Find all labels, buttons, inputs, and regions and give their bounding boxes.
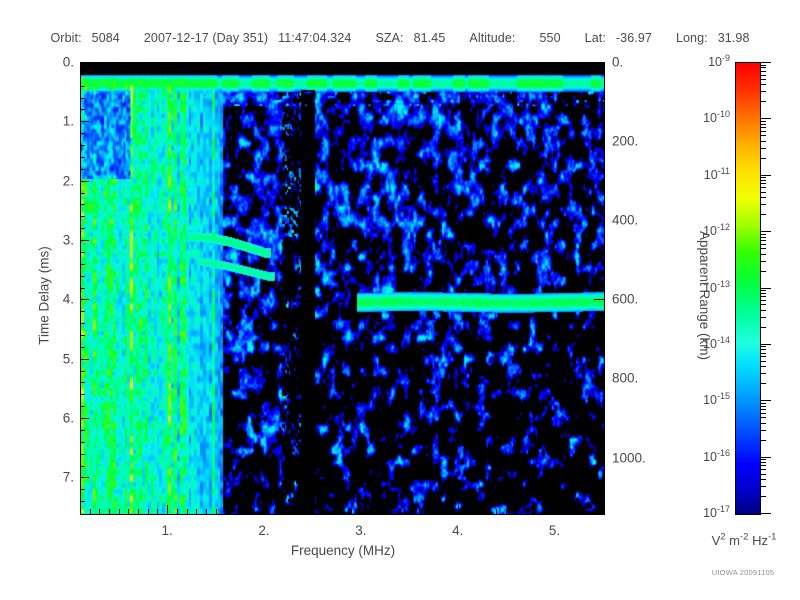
colorbar-tick-label: 10-9 [678,52,730,69]
longitude-label: Long: [675,31,708,45]
apparent-range-tick-label: 600. [612,291,639,307]
time-delay-tick-label: 7. [62,469,74,485]
frequency-tick-label: 5. [548,523,561,538]
orbit-label: Orbit: [50,31,82,45]
colorbar-major-tick [760,231,771,232]
time-delay-tick-label: 1. [62,113,74,129]
apparent-range-tick-label: 1000. [612,450,646,466]
colorbar-unit-label: V2 m-2 Hz-1 [688,531,800,548]
colorbar-label-exponent: -14 [716,334,730,345]
frequency-tick-label: 3. [355,523,367,538]
colorbar-tick-label: 10-17 [678,503,730,520]
unit-hz-exponent: -1 [767,531,777,543]
unit-m: m [725,533,740,548]
unit-m-exponent: -2 [740,531,749,543]
colorbar-label-exponent: -15 [716,391,730,402]
colorbar-major-tick [760,62,771,63]
colorbar-major-tick [760,118,771,119]
colorbar-label-exponent: -17 [716,503,730,514]
time-delay-axis-title: Time Delay (ms) [36,246,52,345]
apparent-range-tick-label: 400. [612,212,639,228]
colorbar-tick-label: 10-15 [678,391,730,408]
colorbar-label-mantissa: 10 [703,167,718,182]
colorbar-label-exponent: -9 [721,52,730,63]
frequency-axis-title: Frequency (MHz) [290,543,396,558]
colorbar-major-tick [760,513,771,514]
colorbar-major-tick [760,457,771,458]
colorbar-tick-label: 10-16 [678,447,730,464]
colorbar-label-mantissa: 10 [703,393,717,408]
header-info-line: Orbit: 5084 2007-12-17 (Day 351) 11:47:04.3… [0,31,800,45]
unit-v-exponent: 2 [720,531,726,543]
apparent-range-tick-label: 0. [612,54,624,70]
colorbar-label-exponent: -13 [716,278,730,289]
altitude-label: Altitude: [469,31,516,45]
colorbar-label-mantissa: 10 [703,111,717,126]
colorbar-label-mantissa: 10 [703,506,717,520]
altitude-value: 550 [539,31,561,45]
latitude-value: -36.97 [615,31,652,45]
observation-time: 11:47:04.324 [278,31,352,45]
radargram-plot-area [80,62,605,515]
apparent-range-axis-title: Apparent Range (km) [697,230,712,361]
colorbar-gradient [736,63,760,514]
apparent-range-tick-label: 200. [612,133,639,149]
observation-date: 2007-12-17 (Day 351) [143,31,269,45]
institution-credit: UIOWA 20091105 [711,568,775,577]
colorbar-label-exponent: -11 [717,165,730,176]
unit-v: V [711,533,721,548]
colorbar-tick-label: 10-11 [678,165,730,182]
colorbar-tick-label: 10-10 [678,109,730,126]
frequency-tick-label: 4. [452,523,464,538]
time-delay-tick-label: 6. [62,410,74,426]
intensity-colorbar [735,62,761,515]
apparent-range-tick-label: 800. [612,370,639,386]
colorbar-label-exponent: -12 [716,221,730,232]
colorbar-label-mantissa: 10 [708,55,722,69]
colorbar-label-exponent: -10 [716,109,730,120]
colorbar-major-tick [760,400,771,401]
longitude-value: 31.98 [717,31,750,45]
unit-hz: Hz [748,533,768,548]
time-delay-tick-label: 2. [62,173,74,189]
sza-label: SZA: [375,31,404,45]
frequency-tick-label: 1. [161,523,173,538]
colorbar-label-mantissa: 10 [703,449,717,464]
sza-value: 81.45 [413,31,446,45]
time-delay-tick-label: 0. [62,54,74,70]
colorbar-major-tick [760,175,771,176]
orbit-value: 5084 [91,31,120,45]
radargram-heatmap-canvas [81,63,604,514]
colorbar-label-exponent: -16 [716,447,730,458]
frequency-tick-label: 2. [258,523,270,538]
latitude-label: Lat: [584,31,606,45]
colorbar-major-tick [760,288,771,289]
colorbar-major-tick [760,344,771,345]
